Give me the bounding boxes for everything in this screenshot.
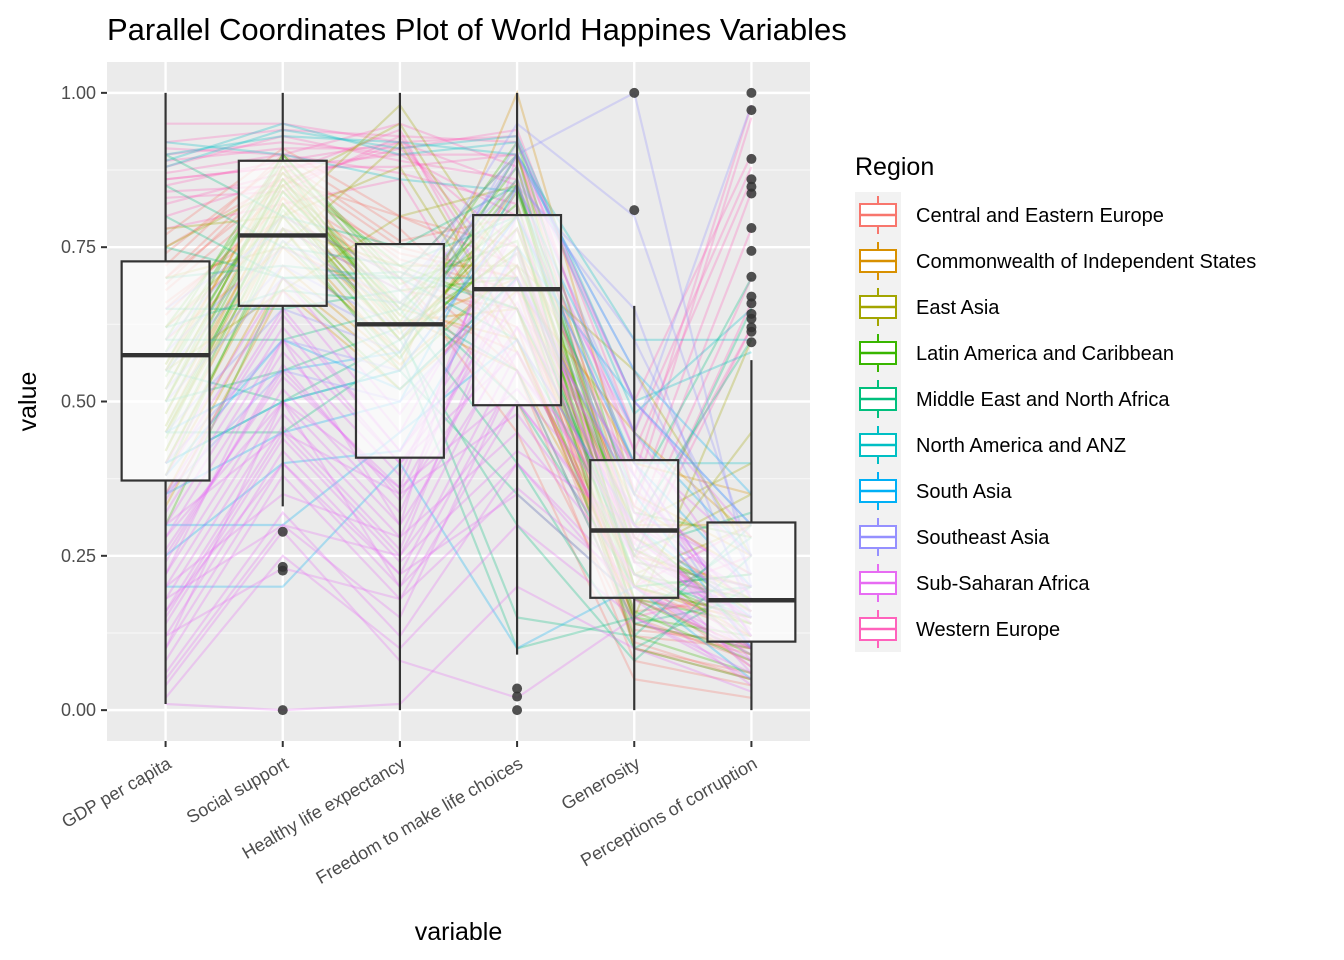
box-outlier xyxy=(512,691,523,702)
box-outlier xyxy=(277,705,288,716)
series-line xyxy=(165,134,752,341)
y-axis-ticks: 0.00 0.25 0.50 0.75 1.00 xyxy=(61,83,107,720)
y-axis-title: value xyxy=(14,372,42,432)
series-line xyxy=(164,449,752,650)
y-tick-label: 1.00 xyxy=(61,83,96,103)
box-body xyxy=(120,260,211,482)
legend-item: East Asia xyxy=(855,284,1000,330)
series-line xyxy=(164,151,753,575)
series-line xyxy=(165,350,753,650)
series-line xyxy=(165,325,753,638)
y-tick-label: 0.50 xyxy=(61,392,96,412)
box-body xyxy=(706,521,797,643)
y-tick-label: 0.25 xyxy=(61,546,96,566)
series-line xyxy=(165,141,753,454)
box-outlier xyxy=(629,205,640,216)
legend-items: Central and Eastern Europe Commonwealth o… xyxy=(855,192,1256,652)
series-line xyxy=(165,128,752,403)
y-tick-label: 0.75 xyxy=(61,237,96,257)
legend-item: Central and Eastern Europe xyxy=(855,192,1164,238)
series-line xyxy=(164,529,752,700)
legend-label: Sub-Saharan Africa xyxy=(916,573,1090,595)
series-line xyxy=(164,523,752,699)
legend-label: Middle East and North Africa xyxy=(916,389,1170,411)
box-outlier xyxy=(746,298,757,309)
legend-item: Southeast Asia xyxy=(855,514,1050,560)
boxplot xyxy=(472,92,563,716)
legend-title: Region xyxy=(855,153,934,181)
legend-label: South Asia xyxy=(916,481,1013,503)
boxplot xyxy=(589,87,680,711)
x-tick-label: GDP per capita xyxy=(58,753,175,832)
box-outlier xyxy=(746,326,757,337)
box-outlier xyxy=(746,87,757,98)
series-line xyxy=(165,307,752,650)
box-body xyxy=(472,213,563,407)
box-outlier xyxy=(746,313,757,324)
box-outlier xyxy=(746,223,757,234)
chart-title: Parallel Coordinates Plot of World Happi… xyxy=(107,12,847,47)
series-line xyxy=(164,139,753,526)
legend-label: Commonwealth of Independent States xyxy=(916,251,1256,273)
box-outlier xyxy=(512,683,523,694)
series-north-america-and-anz xyxy=(165,122,753,465)
x-tick-label: Social support xyxy=(183,753,292,827)
legend-item: South Asia xyxy=(855,468,1013,514)
legend-item: Commonwealth of Independent States xyxy=(855,238,1256,284)
box-body xyxy=(354,242,445,459)
legend-label: North America and ANZ xyxy=(916,435,1126,457)
legend-item: North America and ANZ xyxy=(855,422,1126,468)
legend-item: Middle East and North Africa xyxy=(855,376,1170,422)
boxplot xyxy=(706,87,797,711)
box-outlier xyxy=(629,87,640,98)
box-outlier xyxy=(746,245,757,256)
series-line xyxy=(165,338,753,663)
box-outlier xyxy=(277,565,288,576)
boxplot xyxy=(354,92,445,711)
box-outlier xyxy=(746,188,757,199)
box-outlier xyxy=(746,271,757,282)
box-outlier xyxy=(746,153,757,164)
series-line xyxy=(165,122,753,416)
series-line xyxy=(165,585,752,712)
box-outlier xyxy=(746,174,757,185)
minor-gridlines xyxy=(107,169,810,634)
series-line xyxy=(165,152,753,495)
box-outlier xyxy=(746,337,757,348)
series-line xyxy=(164,461,753,687)
box-outlier xyxy=(746,105,757,116)
series-line xyxy=(165,104,753,480)
series-line xyxy=(165,461,753,681)
series-line xyxy=(165,486,752,662)
series-line xyxy=(164,245,753,557)
series-line xyxy=(165,128,753,405)
series-line xyxy=(165,128,753,436)
legend-item: Western Europe xyxy=(855,606,1060,652)
legend-label: Central and Eastern Europe xyxy=(916,205,1164,227)
boxplots xyxy=(120,87,797,716)
series-line xyxy=(165,134,753,510)
box-outlier xyxy=(277,526,288,537)
boxplot xyxy=(237,92,328,716)
x-tick-label: Generosity xyxy=(558,753,643,814)
legend-label: East Asia xyxy=(916,297,1000,319)
legend-label: Southeast Asia xyxy=(916,527,1050,549)
x-axis-title: variable xyxy=(415,918,503,946)
legend-label: Western Europe xyxy=(916,619,1060,641)
box-outlier xyxy=(512,705,523,716)
boxplot xyxy=(120,92,211,704)
y-tick-label: 0.00 xyxy=(61,700,96,720)
legend-item: Sub-Saharan Africa xyxy=(855,560,1090,606)
legend: Region Central and Eastern Europe Commonw… xyxy=(855,153,1256,652)
legend-item: Latin America and Caribbean xyxy=(855,330,1174,376)
legend-label: Latin America and Caribbean xyxy=(916,343,1174,365)
series-line xyxy=(164,288,753,539)
series-line xyxy=(165,183,753,557)
x-tick-label: Freedom to make life choices xyxy=(312,753,526,888)
